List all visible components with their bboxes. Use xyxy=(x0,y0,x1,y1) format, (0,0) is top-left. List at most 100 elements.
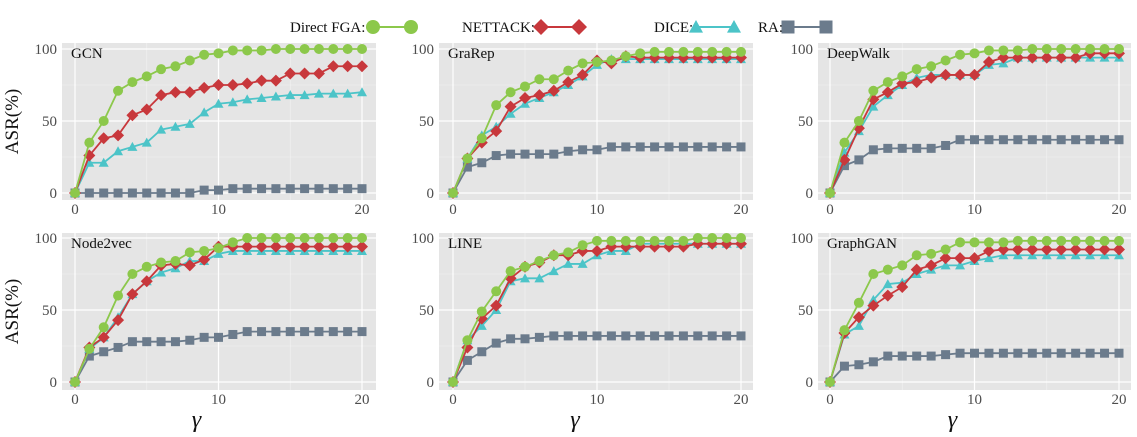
square-marker xyxy=(926,351,936,361)
diamond-marker xyxy=(954,252,967,265)
diamond-marker xyxy=(939,68,952,81)
circle-marker xyxy=(882,77,893,88)
diamond-marker xyxy=(1098,243,1111,256)
diamond-marker xyxy=(341,240,354,253)
triangle-marker xyxy=(476,320,487,330)
circle-marker xyxy=(113,290,124,301)
circle-marker xyxy=(983,45,994,56)
square-marker xyxy=(970,348,979,358)
y-tick-label: 50 xyxy=(42,114,57,130)
square-marker xyxy=(242,184,252,194)
square-marker xyxy=(127,188,137,198)
circle-marker xyxy=(242,233,253,243)
triangle-marker xyxy=(313,88,324,98)
circle-marker xyxy=(1085,235,1096,246)
panel-title: Node2vec xyxy=(71,236,132,252)
triangle-marker xyxy=(520,273,530,283)
square-marker xyxy=(1100,135,1110,145)
square-marker xyxy=(1114,135,1124,145)
square-marker xyxy=(199,185,209,195)
triangle-marker xyxy=(256,92,267,102)
square-marker xyxy=(84,351,94,361)
legend-label: Direct FGA: xyxy=(290,20,365,36)
panel-node2vec: 0 10 20 0 50 100 Node2vec ASR(%) γ xyxy=(2,231,376,433)
circle-marker xyxy=(127,77,138,88)
square-marker xyxy=(1027,348,1037,358)
circle-marker xyxy=(462,153,473,164)
circle-marker xyxy=(1056,44,1067,54)
diamond-marker xyxy=(284,240,297,253)
circle-marker xyxy=(357,44,367,54)
circle-marker xyxy=(635,48,646,59)
circle-marker xyxy=(141,71,152,82)
diamond-marker xyxy=(241,240,254,253)
diamond-marker xyxy=(1040,243,1053,256)
y-tick-label: 50 xyxy=(419,303,434,319)
square-marker xyxy=(314,327,324,337)
square-marker xyxy=(142,337,152,347)
triangle-marker xyxy=(563,258,574,268)
diamond-marker xyxy=(867,299,880,312)
square-marker xyxy=(1114,348,1124,358)
diamond-marker xyxy=(255,240,268,253)
diamond-marker xyxy=(97,331,110,344)
square-marker xyxy=(998,348,1008,358)
square-marker xyxy=(357,327,367,337)
circle-marker xyxy=(736,233,746,243)
square-marker xyxy=(477,158,487,168)
circle-marker xyxy=(342,44,353,54)
diamond-marker xyxy=(126,109,139,122)
square-marker xyxy=(606,331,616,341)
panel-deepwalk: 0 10 20 0 50 100 DeepWalk xyxy=(791,42,1131,218)
diamond-marker xyxy=(155,89,168,102)
circle-marker xyxy=(548,74,559,85)
square-marker xyxy=(563,146,573,156)
diamond-marker xyxy=(838,153,851,166)
diamond-marker xyxy=(896,77,909,90)
y-tick-label: 50 xyxy=(419,114,434,130)
square-marker xyxy=(257,327,267,337)
circle-marker xyxy=(998,45,1009,56)
diamond-marker xyxy=(1040,51,1053,64)
square-marker xyxy=(343,184,353,194)
diamond-marker xyxy=(982,244,995,257)
square-marker xyxy=(984,348,994,358)
diamond-marker xyxy=(126,288,139,301)
circle-marker xyxy=(357,233,367,243)
circle-marker xyxy=(692,46,703,57)
series-square xyxy=(825,135,1124,198)
panel-title: DeepWalk xyxy=(827,46,890,62)
legend-item: DICE: xyxy=(654,20,741,36)
circle-marker xyxy=(649,235,660,246)
x-tick-label: 0 xyxy=(826,202,834,218)
x-tick-label: 20 xyxy=(1112,392,1127,408)
triangle-marker xyxy=(184,118,195,128)
circle-marker xyxy=(256,233,267,243)
y-tick-label: 0 xyxy=(806,375,814,391)
circle-marker xyxy=(127,269,138,279)
series-circle xyxy=(825,235,1124,387)
square-marker xyxy=(214,185,223,195)
square-marker xyxy=(970,135,979,145)
triangle-marker xyxy=(577,258,588,268)
triangle-marker xyxy=(213,248,224,258)
square-marker xyxy=(868,145,878,155)
square-marker xyxy=(99,188,109,198)
triangle-marker xyxy=(868,101,879,111)
circle-marker xyxy=(897,71,908,82)
square-marker xyxy=(1042,135,1052,145)
circle-marker xyxy=(242,45,253,56)
x-tick-label: 10 xyxy=(211,392,226,408)
square-marker xyxy=(170,337,180,347)
square-marker xyxy=(1056,135,1066,145)
diamond-marker xyxy=(852,311,865,324)
circle-marker xyxy=(84,137,95,148)
square-marker xyxy=(781,20,795,34)
square-marker xyxy=(84,188,94,198)
square-marker xyxy=(534,332,544,342)
diamond-marker xyxy=(968,68,981,81)
diamond-marker xyxy=(1084,243,1097,256)
circle-marker xyxy=(227,237,238,248)
circle-marker xyxy=(940,244,951,255)
square-marker xyxy=(549,149,559,159)
